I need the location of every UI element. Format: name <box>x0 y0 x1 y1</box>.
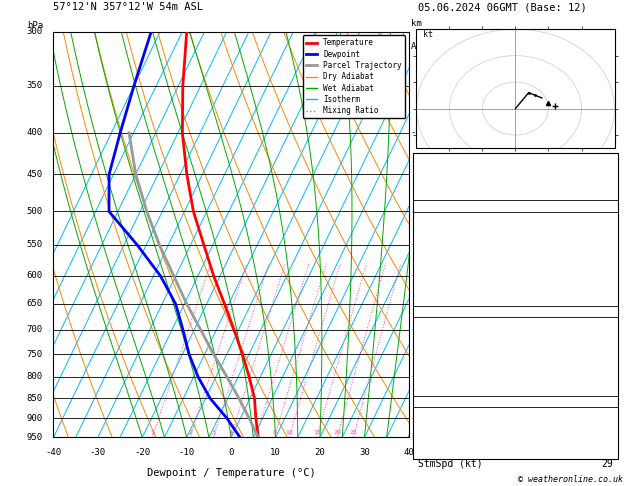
Text: LCL: LCL <box>411 433 426 442</box>
Text: 0: 0 <box>607 295 613 306</box>
Text: 850: 850 <box>26 394 43 403</box>
Text: 700: 700 <box>26 326 43 334</box>
Text: 3: 3 <box>211 431 216 435</box>
Text: 550: 550 <box>26 241 43 249</box>
Text: θₑ(K): θₑ(K) <box>418 247 448 258</box>
Text: Temp (°C): Temp (°C) <box>418 215 471 226</box>
Text: -2: -2 <box>411 372 421 382</box>
Text: 10: 10 <box>270 448 281 456</box>
Text: -5: -5 <box>411 241 421 249</box>
Text: 57°12'N 357°12'W 54m ASL: 57°12'N 357°12'W 54m ASL <box>53 2 203 12</box>
Text: CIN (J): CIN (J) <box>418 295 459 306</box>
Text: 43: 43 <box>601 427 613 437</box>
Text: Pressure (mb): Pressure (mb) <box>418 321 494 331</box>
Text: -3: -3 <box>411 326 421 334</box>
Text: 1.11: 1.11 <box>589 190 613 200</box>
Text: 47: 47 <box>601 174 613 184</box>
Text: 0: 0 <box>607 385 613 396</box>
Text: StmDir: StmDir <box>418 443 454 453</box>
Text: -7: -7 <box>411 128 421 138</box>
Text: Most Unstable: Most Unstable <box>477 305 554 315</box>
Text: 30: 30 <box>359 448 370 456</box>
Text: 50: 50 <box>601 411 613 421</box>
Text: -30: -30 <box>90 448 106 456</box>
Text: 291: 291 <box>595 247 613 258</box>
Text: CIN (J): CIN (J) <box>418 385 459 396</box>
Text: 700: 700 <box>595 321 613 331</box>
Text: 15: 15 <box>313 431 321 435</box>
Text: K: K <box>418 158 424 168</box>
Text: 2: 2 <box>188 431 192 435</box>
Text: 500: 500 <box>26 207 43 216</box>
Text: km: km <box>411 18 421 28</box>
Text: Lifted Index: Lifted Index <box>418 263 489 274</box>
Text: 1: 1 <box>150 431 154 435</box>
Text: 450: 450 <box>26 170 43 179</box>
Text: Dewpoint / Temperature (°C): Dewpoint / Temperature (°C) <box>147 468 316 478</box>
Text: 10: 10 <box>286 431 293 435</box>
Text: kt: kt <box>423 30 433 39</box>
Text: θₑ (K): θₑ (K) <box>418 337 454 347</box>
Text: 6.1: 6.1 <box>595 215 613 226</box>
Text: 650: 650 <box>26 299 43 308</box>
Text: 298°: 298° <box>589 443 613 453</box>
Text: 4: 4 <box>229 431 233 435</box>
Text: 19: 19 <box>601 158 613 168</box>
Text: 300: 300 <box>26 27 43 36</box>
Text: EH: EH <box>418 411 430 421</box>
Text: Mixing Ratio (g/kg): Mixing Ratio (g/kg) <box>435 248 443 343</box>
Text: 0: 0 <box>607 279 613 290</box>
Text: 2: 2 <box>607 231 613 242</box>
Text: 950: 950 <box>26 433 43 442</box>
Text: 8: 8 <box>272 431 276 435</box>
Text: -10: -10 <box>179 448 195 456</box>
Text: 0: 0 <box>228 448 234 456</box>
Text: -1: -1 <box>411 414 421 423</box>
Text: 0: 0 <box>607 369 613 380</box>
Text: 600: 600 <box>26 271 43 280</box>
Text: 05.06.2024 06GMT (Base: 12): 05.06.2024 06GMT (Base: 12) <box>418 2 587 12</box>
Text: 750: 750 <box>26 350 43 359</box>
Legend: Temperature, Dewpoint, Parcel Trajectory, Dry Adiabat, Wet Adiabat, Isotherm, Mi: Temperature, Dewpoint, Parcel Trajectory… <box>303 35 405 118</box>
Text: 8: 8 <box>607 263 613 274</box>
Text: 350: 350 <box>26 81 43 90</box>
Text: 25: 25 <box>349 431 357 435</box>
Text: -4: -4 <box>411 271 421 280</box>
Text: 900: 900 <box>26 414 43 423</box>
Text: -20: -20 <box>134 448 150 456</box>
Text: SREH: SREH <box>418 427 442 437</box>
Text: -6: -6 <box>411 207 421 216</box>
Text: Totals Totals: Totals Totals <box>418 174 494 184</box>
Text: CAPE (J): CAPE (J) <box>418 279 465 290</box>
Text: 400: 400 <box>26 128 43 138</box>
Text: CAPE (J): CAPE (J) <box>418 369 465 380</box>
Text: Hodograph: Hodograph <box>489 395 542 405</box>
Text: 6: 6 <box>254 431 258 435</box>
Text: 29: 29 <box>601 459 613 469</box>
Text: Dewp (°C): Dewp (°C) <box>418 231 471 242</box>
Text: ASL: ASL <box>411 42 426 51</box>
Text: 20: 20 <box>333 431 341 435</box>
Text: 20: 20 <box>314 448 325 456</box>
Text: Lifted Index: Lifted Index <box>418 353 489 364</box>
Text: -40: -40 <box>45 448 62 456</box>
Text: hPa: hPa <box>26 20 43 30</box>
Text: 40: 40 <box>403 448 415 456</box>
Text: PW (cm): PW (cm) <box>418 190 459 200</box>
Text: Surface: Surface <box>495 199 536 209</box>
Text: 800: 800 <box>26 372 43 382</box>
Text: 7: 7 <box>607 353 613 364</box>
Text: 292: 292 <box>595 337 613 347</box>
Text: © weatheronline.co.uk: © weatheronline.co.uk <box>518 474 623 484</box>
Text: StmSpd (kt): StmSpd (kt) <box>418 459 483 469</box>
